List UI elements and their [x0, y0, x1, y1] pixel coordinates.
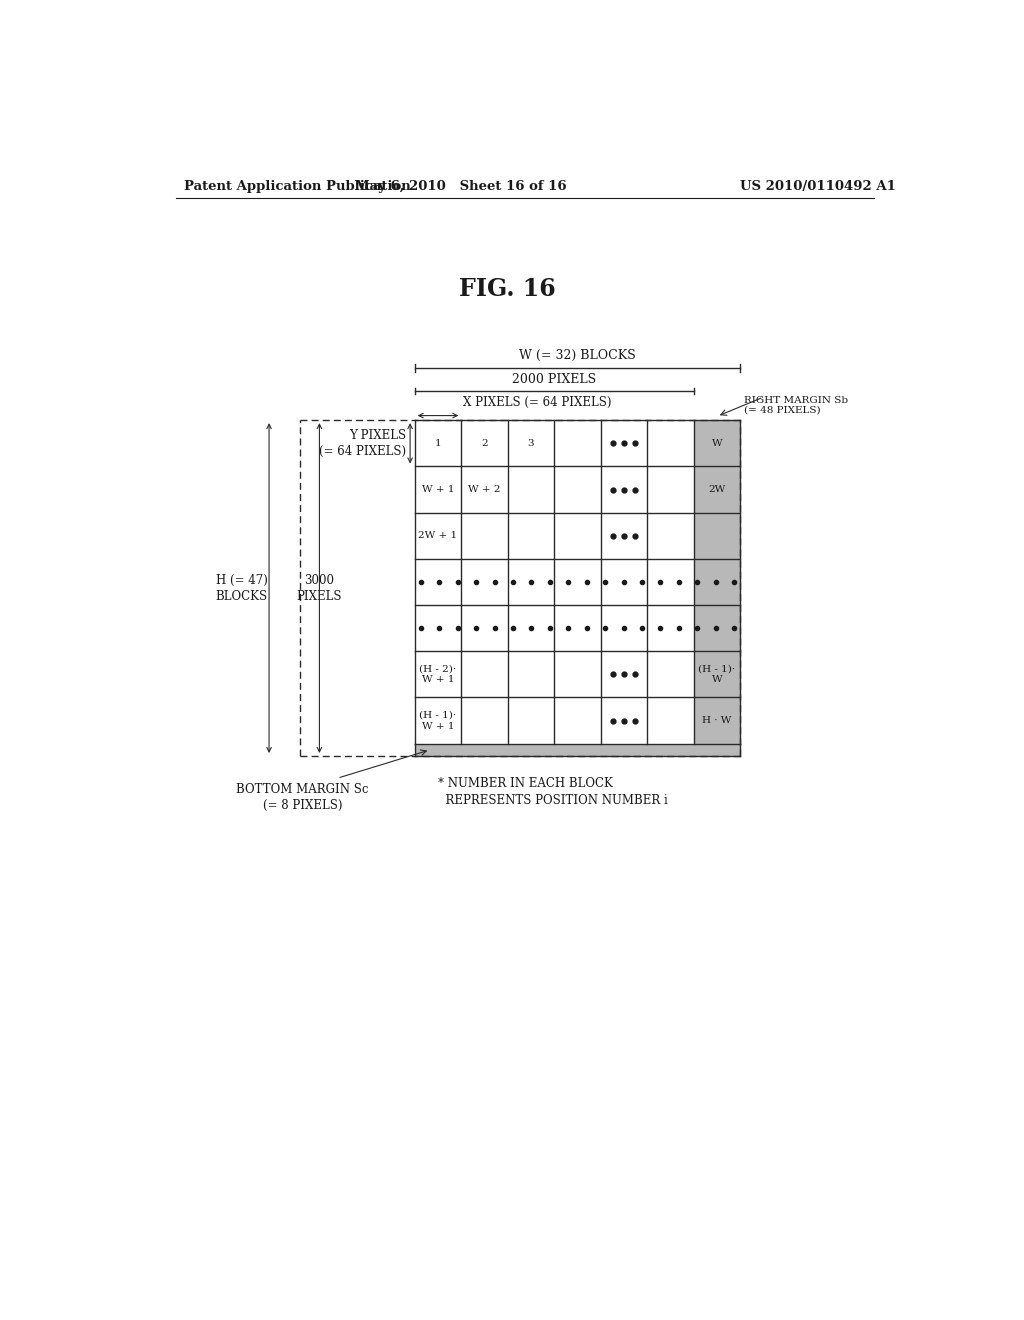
Text: US 2010/0110492 A1: US 2010/0110492 A1	[739, 181, 896, 194]
Text: 3: 3	[527, 438, 535, 447]
Text: FIG. 16: FIG. 16	[460, 277, 556, 301]
Text: H · W: H · W	[702, 715, 732, 725]
Text: Patent Application Publication: Patent Application Publication	[183, 181, 411, 194]
Text: W + 1: W + 1	[422, 484, 455, 494]
Text: 2W + 1: 2W + 1	[419, 531, 458, 540]
Text: 1: 1	[434, 438, 441, 447]
Text: 2W: 2W	[709, 484, 726, 494]
Text: H (= 47)
BLOCKS: H (= 47) BLOCKS	[215, 574, 267, 602]
Text: RIGHT MARGIN Sb
(= 48 PIXELS): RIGHT MARGIN Sb (= 48 PIXELS)	[744, 396, 848, 414]
Text: (H - 1)·
W: (H - 1)· W	[698, 664, 735, 684]
Text: Y PIXELS
(= 64 PIXELS): Y PIXELS (= 64 PIXELS)	[319, 429, 407, 458]
Text: (H - 1)·
W + 1: (H - 1)· W + 1	[420, 710, 457, 730]
Text: 3000
PIXELS: 3000 PIXELS	[297, 574, 342, 602]
Text: W + 2: W + 2	[468, 484, 501, 494]
Text: BOTTOM MARGIN Sc
(= 8 PIXELS): BOTTOM MARGIN Sc (= 8 PIXELS)	[237, 783, 369, 812]
Text: * NUMBER IN EACH BLOCK
  REPRESENTS POSITION NUMBER i: * NUMBER IN EACH BLOCK REPRESENTS POSITI…	[438, 777, 668, 808]
Text: 2000 PIXELS: 2000 PIXELS	[512, 374, 596, 387]
Text: 2: 2	[481, 438, 487, 447]
Text: W (= 32) BLOCKS: W (= 32) BLOCKS	[519, 348, 636, 362]
Text: May 6, 2010   Sheet 16 of 16: May 6, 2010 Sheet 16 of 16	[355, 181, 567, 194]
Bar	[693, 420, 740, 743]
Bar	[415, 743, 740, 756]
Text: (H - 2)·
W + 1: (H - 2)· W + 1	[420, 664, 457, 684]
Text: W: W	[712, 438, 722, 447]
Text: X PIXELS (= 64 PIXELS): X PIXELS (= 64 PIXELS)	[463, 396, 611, 409]
